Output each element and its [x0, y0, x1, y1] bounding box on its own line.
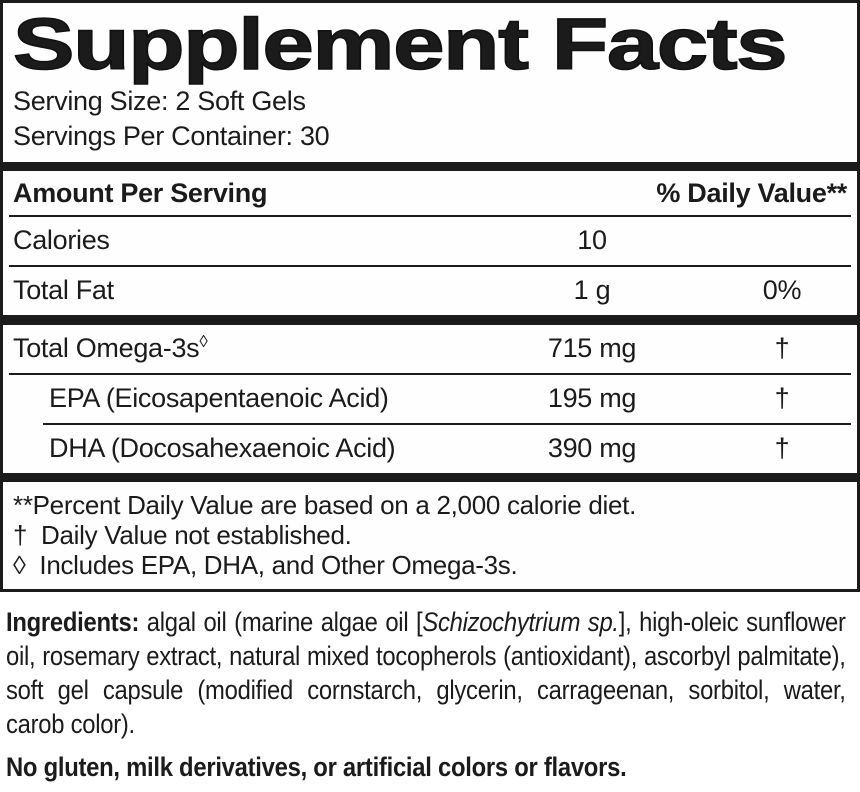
nutrient-amount: 195 mg: [547, 383, 637, 413]
nutrient-amount: 390 mg: [547, 433, 637, 463]
divider-thick-bar: [3, 315, 857, 325]
allergen-statement: No gluten, milk derivatives, or artifici…: [6, 752, 627, 782]
footnote-lozenge: ◊ Includes EPA, DHA, and Other Omega-3s.: [13, 550, 518, 580]
ingredients-species-name: Schizochytrium sp.: [422, 607, 619, 637]
supplement-facts-panel: Supplement Facts Serving Size: 2 Soft Ge…: [0, 0, 860, 592]
serving-size: Serving Size: 2 Soft Gels: [13, 86, 306, 116]
nutrient-amount: 715 mg: [547, 333, 637, 363]
nutrient-daily-value: †: [774, 383, 790, 413]
ingredients-label: Ingredients:: [6, 607, 147, 637]
below-panel-text: Ingredients: algal oil (marine algae oil…: [0, 605, 860, 783]
divider-thick-bar: [3, 162, 857, 171]
nutrient-daily-value: †: [774, 333, 790, 363]
daily-value-header: % Daily Value**: [656, 178, 847, 208]
row-divider: [9, 265, 851, 267]
nutrient-daily-value: †: [774, 433, 790, 463]
ingredients-text: ], high-oleic sunflower oil, rosemary ex…: [6, 607, 846, 739]
nutrient-name: Calories: [13, 225, 110, 255]
nutrient-name: Total Fat: [13, 275, 114, 305]
nutrient-name: Total Omega-3s◊: [13, 333, 517, 364]
row-divider: [9, 215, 851, 217]
table-row-total-omega3s: Total Omega-3s◊ 715 mg †: [13, 325, 847, 373]
table-row-epa: EPA (Eicosapentaenoic Acid) 195 mg †: [13, 375, 847, 423]
nutrient-daily-value: 0%: [762, 275, 802, 305]
amount-per-serving-header: Amount Per Serving: [13, 178, 268, 208]
footnote-percent-daily-value: **Percent Daily Value are based on a 2,0…: [13, 490, 637, 520]
footnote-dagger: † Daily Value not established.: [13, 520, 352, 550]
table-row-calories: Calories 10: [13, 217, 847, 265]
table-row-dha: DHA (Docosahexaenoic Acid) 390 mg †: [13, 425, 847, 473]
divider-thick-bar: [3, 473, 857, 482]
ingredients-text: algal oil (marine algae oil [: [146, 607, 423, 637]
nutrient-amount: 10: [577, 225, 607, 255]
servings-per-container: Servings Per Container: 30: [13, 121, 330, 151]
lozenge-footnote-marker: ◊: [199, 332, 208, 351]
nutrient-name: EPA (Eicosapentaenoic Acid): [49, 383, 389, 413]
row-divider-indented: [43, 423, 851, 425]
table-row-total-fat: Total Fat 1 g 0%: [13, 267, 847, 315]
footnotes-section: **Percent Daily Value are based on a 2,0…: [13, 482, 847, 589]
ingredients-paragraph: Ingredients: algal oil (marine algae oil…: [6, 605, 846, 741]
nutrient-amount: 1 g: [573, 275, 611, 305]
panel-title: Supplement Facts: [12, 5, 788, 85]
row-divider: [9, 373, 851, 375]
nutrient-name-text: Total Omega-3s: [13, 333, 200, 363]
column-header-row: Amount Per Serving % Daily Value**: [13, 171, 847, 215]
nutrient-name: DHA (Docosahexaenoic Acid): [49, 433, 396, 463]
